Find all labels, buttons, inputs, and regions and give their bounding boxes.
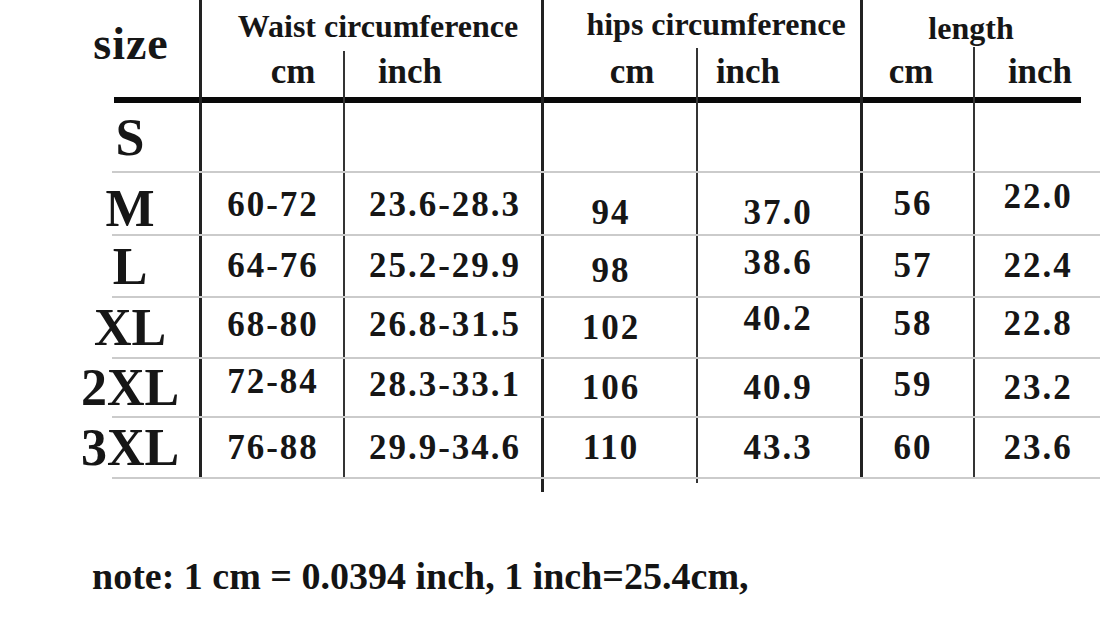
waist-group-header: Waist circumference	[208, 8, 548, 44]
row-xl-length-cm: 58	[857, 293, 969, 354]
hips-inch-header: inch	[688, 52, 808, 92]
row-3xl-hips-cm: 110	[541, 417, 681, 478]
hips-group-header: hips circumference	[566, 6, 866, 42]
row-2xl-length-cm: 59	[857, 355, 969, 414]
row-s-length-inch	[976, 103, 1100, 172]
row-2xl-waist-inch: 28.3-33.1	[348, 355, 542, 414]
row-m-length-inch: 22.0	[976, 165, 1100, 228]
hips-cm-header: cm	[572, 52, 692, 92]
size-column-header: size	[66, 16, 196, 70]
row-xl-waist-cm: 68-80	[201, 294, 345, 355]
size-chart-table: size Waist circumference hips circumfere…	[0, 0, 1100, 622]
row-3xl-length-cm: 60	[857, 417, 969, 478]
row-3xl-waist-inch: 29.9-34.6	[348, 417, 542, 478]
row-m-label: M	[70, 177, 190, 240]
row-3xl-length-inch: 23.6	[976, 417, 1100, 478]
row-l-waist-inch: 25.2-29.9	[348, 235, 542, 297]
row-xl-hips-cm: 102	[541, 297, 681, 358]
row-l-hips-inch: 38.6	[697, 232, 859, 294]
row-2xl-label: 2XL	[70, 358, 190, 417]
row-l-hips-cm: 98	[541, 240, 681, 302]
row-m-hips-cm: 94	[541, 181, 681, 244]
length-inch-header: inch	[980, 52, 1100, 92]
row-m-length-cm: 56	[857, 172, 969, 235]
conversion-note: note: 1 cm = 0.0394 inch, 1 inch=25.4cm,	[92, 554, 749, 598]
row-2xl-waist-cm: 72-84	[201, 352, 345, 411]
waist-inch-header: inch	[350, 52, 470, 92]
row-m-waist-cm: 60-72	[201, 173, 345, 236]
row-l-length-cm: 57	[857, 235, 969, 297]
subdivider-length-cm-inch	[973, 47, 975, 478]
row-xl-label: XL	[70, 297, 190, 358]
row-s-label: S	[70, 103, 190, 172]
length-group-header: length	[891, 10, 1051, 46]
row-3xl-hips-inch: 43.3	[697, 417, 859, 478]
row-xl-length-inch: 22.8	[976, 293, 1100, 354]
row-l-waist-cm: 64-76	[201, 235, 345, 297]
row-s-length-cm	[857, 103, 969, 172]
waist-cm-header: cm	[233, 52, 353, 92]
row-m-waist-inch: 23.6-28.3	[348, 173, 542, 236]
row-s-hips-cm	[541, 103, 681, 172]
length-cm-header: cm	[851, 52, 971, 92]
row-2xl-hips-cm: 106	[541, 358, 681, 417]
row-3xl-waist-cm: 76-88	[201, 417, 345, 478]
row-2xl-length-inch: 23.2	[976, 358, 1100, 417]
row-s-waist-inch	[348, 103, 542, 172]
row-3xl-label: 3XL	[70, 417, 190, 478]
row-xl-hips-inch: 40.2	[697, 288, 859, 349]
row-s-waist-cm	[201, 103, 345, 172]
row-s-hips-inch	[697, 103, 859, 172]
row-l-label: L	[70, 235, 190, 297]
row-xl-waist-inch: 26.8-31.5	[348, 294, 542, 355]
row-l-length-inch: 22.4	[976, 235, 1100, 297]
row-2xl-hips-inch: 40.9	[697, 358, 859, 417]
